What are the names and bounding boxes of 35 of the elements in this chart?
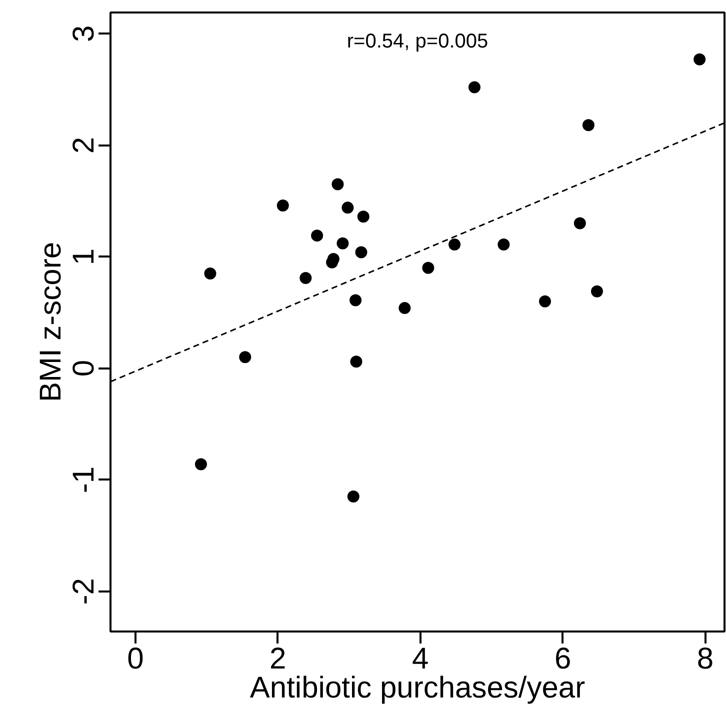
x-tick-label: 0 xyxy=(127,642,144,676)
point xyxy=(422,262,434,274)
point xyxy=(327,252,340,265)
point xyxy=(276,199,289,212)
point xyxy=(468,81,480,94)
point xyxy=(355,246,368,258)
point xyxy=(498,238,510,250)
x-tick-label: 8 xyxy=(696,642,714,676)
point xyxy=(350,294,362,306)
point xyxy=(582,119,594,132)
point xyxy=(239,351,252,364)
point xyxy=(574,217,586,230)
point xyxy=(194,458,207,470)
y-tick-label: 3 xyxy=(68,25,100,42)
point xyxy=(539,295,551,308)
y-tick-label: 1 xyxy=(68,248,100,266)
y-axis-title: BMI z-score xyxy=(34,242,68,402)
point xyxy=(342,202,354,214)
y-tick-label: -1 xyxy=(68,466,100,494)
annotation: r=0.54, p=0.005 xyxy=(346,30,488,52)
y-tick-label: 0 xyxy=(68,360,100,377)
point xyxy=(347,490,360,503)
point xyxy=(694,53,706,66)
point xyxy=(357,210,370,223)
point xyxy=(350,356,362,368)
point xyxy=(448,238,461,250)
point xyxy=(336,237,349,250)
point xyxy=(398,302,411,314)
y-tick-label: -2 xyxy=(68,578,100,605)
point xyxy=(311,230,324,242)
point xyxy=(332,178,344,190)
point xyxy=(204,267,216,280)
point xyxy=(300,272,312,284)
y-tick-label: 2 xyxy=(68,136,100,154)
point xyxy=(591,285,603,298)
